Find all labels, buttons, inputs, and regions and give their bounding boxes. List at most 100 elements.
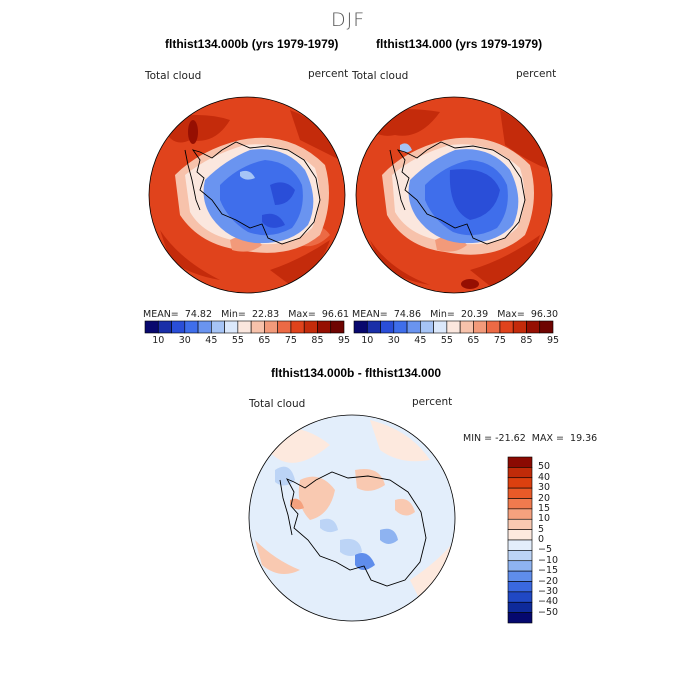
colorbar-swatch: [507, 539, 533, 551]
panel-1-max-label: Max=: [288, 309, 316, 320]
cloud-field-1: [149, 97, 345, 293]
colorbar-swatch: [507, 456, 533, 468]
colorbar-tick-label: 95: [337, 335, 351, 346]
colorbar-swatch: [277, 320, 292, 334]
difference-title: flthist134.000b - flthist134.000: [271, 366, 442, 380]
colorbar-tick-label: 30: [178, 335, 191, 346]
colorbar-swatch: [406, 320, 421, 334]
colorbar-swatch: [330, 320, 345, 334]
colorbar-panel-2: [353, 320, 554, 334]
panel-1-min-label: Min=: [221, 309, 246, 320]
colorbar-tick-label: 75: [493, 335, 506, 346]
colorbar-swatch: [171, 320, 186, 334]
colorbar-swatch: [157, 320, 172, 334]
colorbar-swatch: [473, 320, 487, 334]
colorbar-tick-label: 75: [284, 335, 297, 346]
panel-1-mean: 74.82: [184, 309, 213, 320]
colorbar-swatch: [144, 320, 159, 334]
colorbar-swatch: [499, 320, 514, 334]
panel-2-max: 96.30: [530, 309, 559, 320]
colorbar-swatch: [211, 320, 225, 334]
colorbar-swatch: [353, 320, 368, 334]
difference-field: [249, 415, 455, 621]
figure-title: DJF: [331, 9, 366, 31]
colorbar-swatch: [433, 320, 448, 334]
panel-2-min: 20.39: [460, 309, 489, 320]
panel-1-stats: MEAN= 74.82 Min= 22.83 Max= 96.61: [143, 309, 349, 320]
colorbar-tick-label: 15: [538, 502, 551, 514]
colorbar-tick-label: −5: [538, 544, 553, 556]
colorbar-tick-label: −50: [538, 606, 559, 618]
colorbar-swatch: [507, 550, 533, 562]
colorbar-tick-label: 10: [361, 335, 374, 346]
colorbar-swatch: [526, 320, 541, 334]
colorbar-swatch: [264, 320, 278, 334]
colorbar-swatch: [507, 498, 533, 510]
colorbar-swatch: [507, 591, 533, 603]
colorbar-swatch: [446, 320, 461, 334]
colorbar-tick-label: 55: [440, 335, 453, 346]
colorbar-tick-label: 95: [546, 335, 560, 346]
colorbar-tick-label: 30: [387, 335, 400, 346]
colorbar-tick-label: 10: [538, 513, 551, 525]
colorbar-swatch: [507, 612, 533, 624]
colorbar-tick-label: 65: [467, 335, 480, 346]
colorbar-tick-label: 50: [538, 461, 551, 473]
colorbar-tick-label: 30: [538, 482, 551, 494]
panel-1-units-label: percent: [308, 68, 349, 80]
colorbar-tick-label: −30: [538, 585, 559, 597]
colorbar-tick-label: 5: [538, 523, 545, 535]
colorbar-tick-label: −20: [538, 575, 559, 587]
colorbar-tick-label: 10: [152, 335, 165, 346]
colorbar-tick-label: −10: [538, 554, 559, 566]
colorbar-swatch: [393, 320, 408, 334]
difference-max: 19.36: [570, 433, 598, 444]
panel-1-variable-label: Total cloud: [145, 70, 202, 82]
panel-1-max: 96.61: [321, 309, 350, 320]
colorbar-swatch: [250, 320, 265, 334]
colorbar-swatch: [507, 529, 533, 541]
difference-max-label: MAX =: [531, 433, 564, 444]
colorbar-swatch: [459, 320, 474, 334]
colorbar-swatch: [507, 570, 533, 582]
colorbar-swatch: [539, 320, 554, 334]
colorbar-tick-label: 0: [538, 534, 545, 545]
colorbar-swatch: [512, 320, 527, 334]
colorbar-tick-label: 40: [538, 471, 551, 483]
colorbar-panel-1: [144, 320, 345, 334]
panel-2-units-label: percent: [516, 68, 557, 80]
difference-min: -21.62: [495, 433, 526, 444]
colorbar-tick-label: 20: [538, 492, 551, 504]
panel-1-title: flthist134.000b (yrs 1979-1979): [165, 37, 339, 51]
panel-2-mean: 74.86: [393, 309, 422, 320]
colorbar-swatch: [486, 320, 501, 334]
colorbar-swatch: [303, 320, 318, 334]
panel-1-min: 22.83: [251, 309, 280, 320]
difference-variable-label: Total cloud: [249, 398, 306, 410]
panel-2-variable-label: Total cloud: [352, 70, 409, 82]
colorbar-swatch: [366, 320, 381, 334]
cloud-field-2: [356, 97, 552, 293]
colorbar-swatch: [380, 320, 395, 334]
colorbar-tick-label: 85: [520, 335, 533, 346]
colorbar-swatch: [507, 508, 533, 520]
panel-2-mean-label: MEAN=: [352, 309, 388, 320]
colorbar-difference: [507, 456, 533, 624]
colorbar-swatch: [507, 581, 533, 593]
colorbar-tick-label: 55: [231, 335, 244, 346]
colorbar-swatch: [507, 467, 533, 479]
colorbar-swatch: [507, 477, 533, 489]
colorbar-tick-label: −15: [538, 565, 559, 577]
colorbar-swatch: [290, 320, 305, 334]
panel-2-stats: MEAN= 74.86 Min= 20.39 Max= 96.30: [352, 309, 558, 320]
colorbar-swatch: [237, 320, 252, 334]
colorbar-swatch: [507, 487, 533, 499]
colorbar-swatch: [184, 320, 199, 334]
colorbar-swatch: [507, 601, 533, 613]
colorbar-tick-label: 65: [258, 335, 271, 346]
colorbar-swatch: [224, 320, 239, 334]
colorbar-swatch: [197, 320, 212, 334]
panel-2-title: flthist134.000 (yrs 1979-1979): [376, 37, 543, 51]
